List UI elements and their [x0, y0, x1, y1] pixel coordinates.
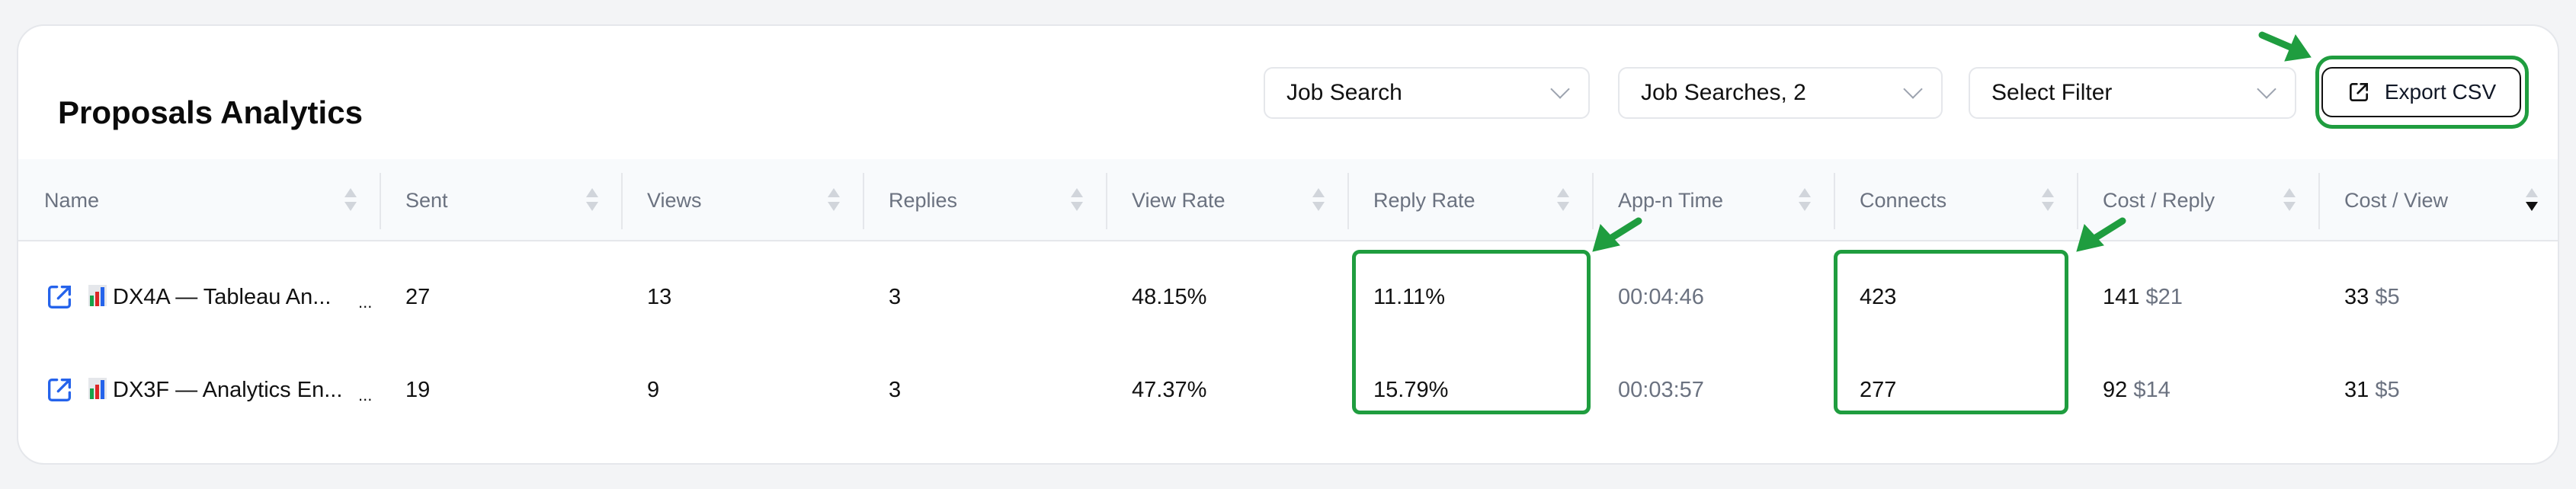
- connects-highlight-box: [1834, 250, 2068, 414]
- proposal-name[interactable]: DX4A — Tableau An...: [113, 285, 332, 309]
- export-csv-label: Export CSV: [2384, 80, 2497, 104]
- value: 33: [2344, 285, 2369, 309]
- column-divider[interactable]: [621, 173, 623, 229]
- export-csv-button[interactable]: Export CSV: [2321, 67, 2521, 117]
- sort-icon[interactable]: [2526, 188, 2538, 216]
- cell-replies: 3: [889, 378, 902, 402]
- reply-rate-highlight-box: [1352, 250, 1591, 414]
- usd-value: $14: [2133, 378, 2171, 402]
- column-divider[interactable]: [1347, 173, 1349, 229]
- select-filter-dropdown[interactable]: Select Filter: [1969, 67, 2296, 119]
- column-divider[interactable]: [1592, 173, 1594, 229]
- cell-views: 13: [647, 285, 672, 309]
- sort-icon[interactable]: [1312, 188, 1325, 216]
- column-header-cost-view[interactable]: Cost / View: [2344, 188, 2449, 212]
- cell-cost-reply: 92 $14: [2103, 378, 2171, 403]
- cell-view-rate: 47.37%: [1132, 378, 1207, 402]
- open-link-icon[interactable]: [44, 375, 75, 411]
- external-link-icon: [2349, 83, 2368, 101]
- cell-reply-rate: 15.79%: [1373, 378, 1449, 402]
- page-title: Proposals Analytics: [58, 94, 363, 130]
- sort-icon[interactable]: [586, 188, 598, 216]
- column-divider[interactable]: [863, 173, 864, 229]
- column-header-reply-rate[interactable]: Reply Rate: [1373, 188, 1475, 212]
- job-search-dropdown[interactable]: Job Search: [1264, 67, 1590, 119]
- value: 31: [2344, 378, 2369, 402]
- cell-sent: 27: [405, 285, 431, 309]
- cell-time: 00:03:57: [1618, 378, 1704, 402]
- cell-time: 00:04:46: [1618, 285, 1704, 309]
- bar-chart-icon: [88, 378, 107, 405]
- cell-cost-view: 33 $5: [2344, 285, 2400, 310]
- column-divider[interactable]: [2318, 173, 2320, 229]
- job-searches-value: Job Searches, 2: [1641, 80, 1806, 105]
- table-header: Name Sent Views Replies View Rate Reply Rate A…: [18, 159, 2558, 241]
- usd-value: $5: [2375, 285, 2400, 309]
- value: 141: [2103, 285, 2140, 309]
- arrow-icon: [2258, 31, 2312, 62]
- column-header-connects[interactable]: Connects: [1860, 188, 1947, 212]
- cell-reply-rate: 11.11%: [1373, 285, 1446, 309]
- column-divider[interactable]: [1834, 173, 1835, 229]
- column-header-replies[interactable]: Replies: [889, 188, 958, 212]
- job-searches-dropdown[interactable]: Job Searches, 2: [1618, 67, 1943, 119]
- arrow-icon: [2076, 217, 2126, 252]
- job-search-value: Job Search: [1286, 80, 1402, 105]
- column-divider[interactable]: [380, 173, 381, 229]
- cell-sent: 19: [405, 378, 431, 402]
- sort-icon[interactable]: [1071, 188, 1083, 216]
- bar-chart-icon: [88, 285, 107, 312]
- export-highlight-box: [2315, 56, 2529, 129]
- column-header-views[interactable]: Views: [647, 188, 702, 212]
- open-link-icon[interactable]: [44, 282, 75, 318]
- usd-value: $21: [2145, 285, 2183, 309]
- proposal-name[interactable]: DX3F — Analytics En...: [113, 378, 343, 402]
- cell-connects: 277: [1860, 378, 1897, 402]
- sort-icon[interactable]: [344, 188, 357, 216]
- column-header-app-n-time[interactable]: App-n Time: [1618, 188, 1724, 212]
- sort-icon[interactable]: [2283, 188, 2296, 216]
- cell-replies: 3: [889, 285, 902, 309]
- sort-icon[interactable]: [1799, 188, 1811, 216]
- cell-views: 9: [647, 378, 660, 402]
- arrow-icon: [1592, 217, 1642, 252]
- cell-connects: 423: [1860, 285, 1897, 309]
- proposals-analytics-card: Proposals Analytics Job Search Job Searc…: [17, 24, 2559, 465]
- sort-icon[interactable]: [828, 188, 840, 216]
- usd-value: $5: [2375, 378, 2400, 402]
- column-divider[interactable]: [1106, 173, 1107, 229]
- sort-icon[interactable]: [2042, 188, 2054, 216]
- column-header-view-rate[interactable]: View Rate: [1132, 188, 1226, 212]
- more-ellipsis[interactable]: ...: [358, 292, 373, 312]
- cell-cost-view: 31 $5: [2344, 378, 2400, 403]
- value: 92: [2103, 378, 2128, 402]
- select-filter-value: Select Filter: [1991, 80, 2113, 105]
- column-divider[interactable]: [2077, 173, 2078, 229]
- column-header-name[interactable]: Name: [44, 188, 100, 212]
- cell-cost-reply: 141 $21: [2103, 285, 2183, 310]
- cell-view-rate: 48.15%: [1132, 285, 1207, 309]
- column-header-cost-reply[interactable]: Cost / Reply: [2103, 188, 2216, 212]
- sort-icon[interactable]: [1557, 188, 1569, 216]
- column-header-sent[interactable]: Sent: [405, 188, 448, 212]
- more-ellipsis[interactable]: ...: [358, 385, 373, 404]
